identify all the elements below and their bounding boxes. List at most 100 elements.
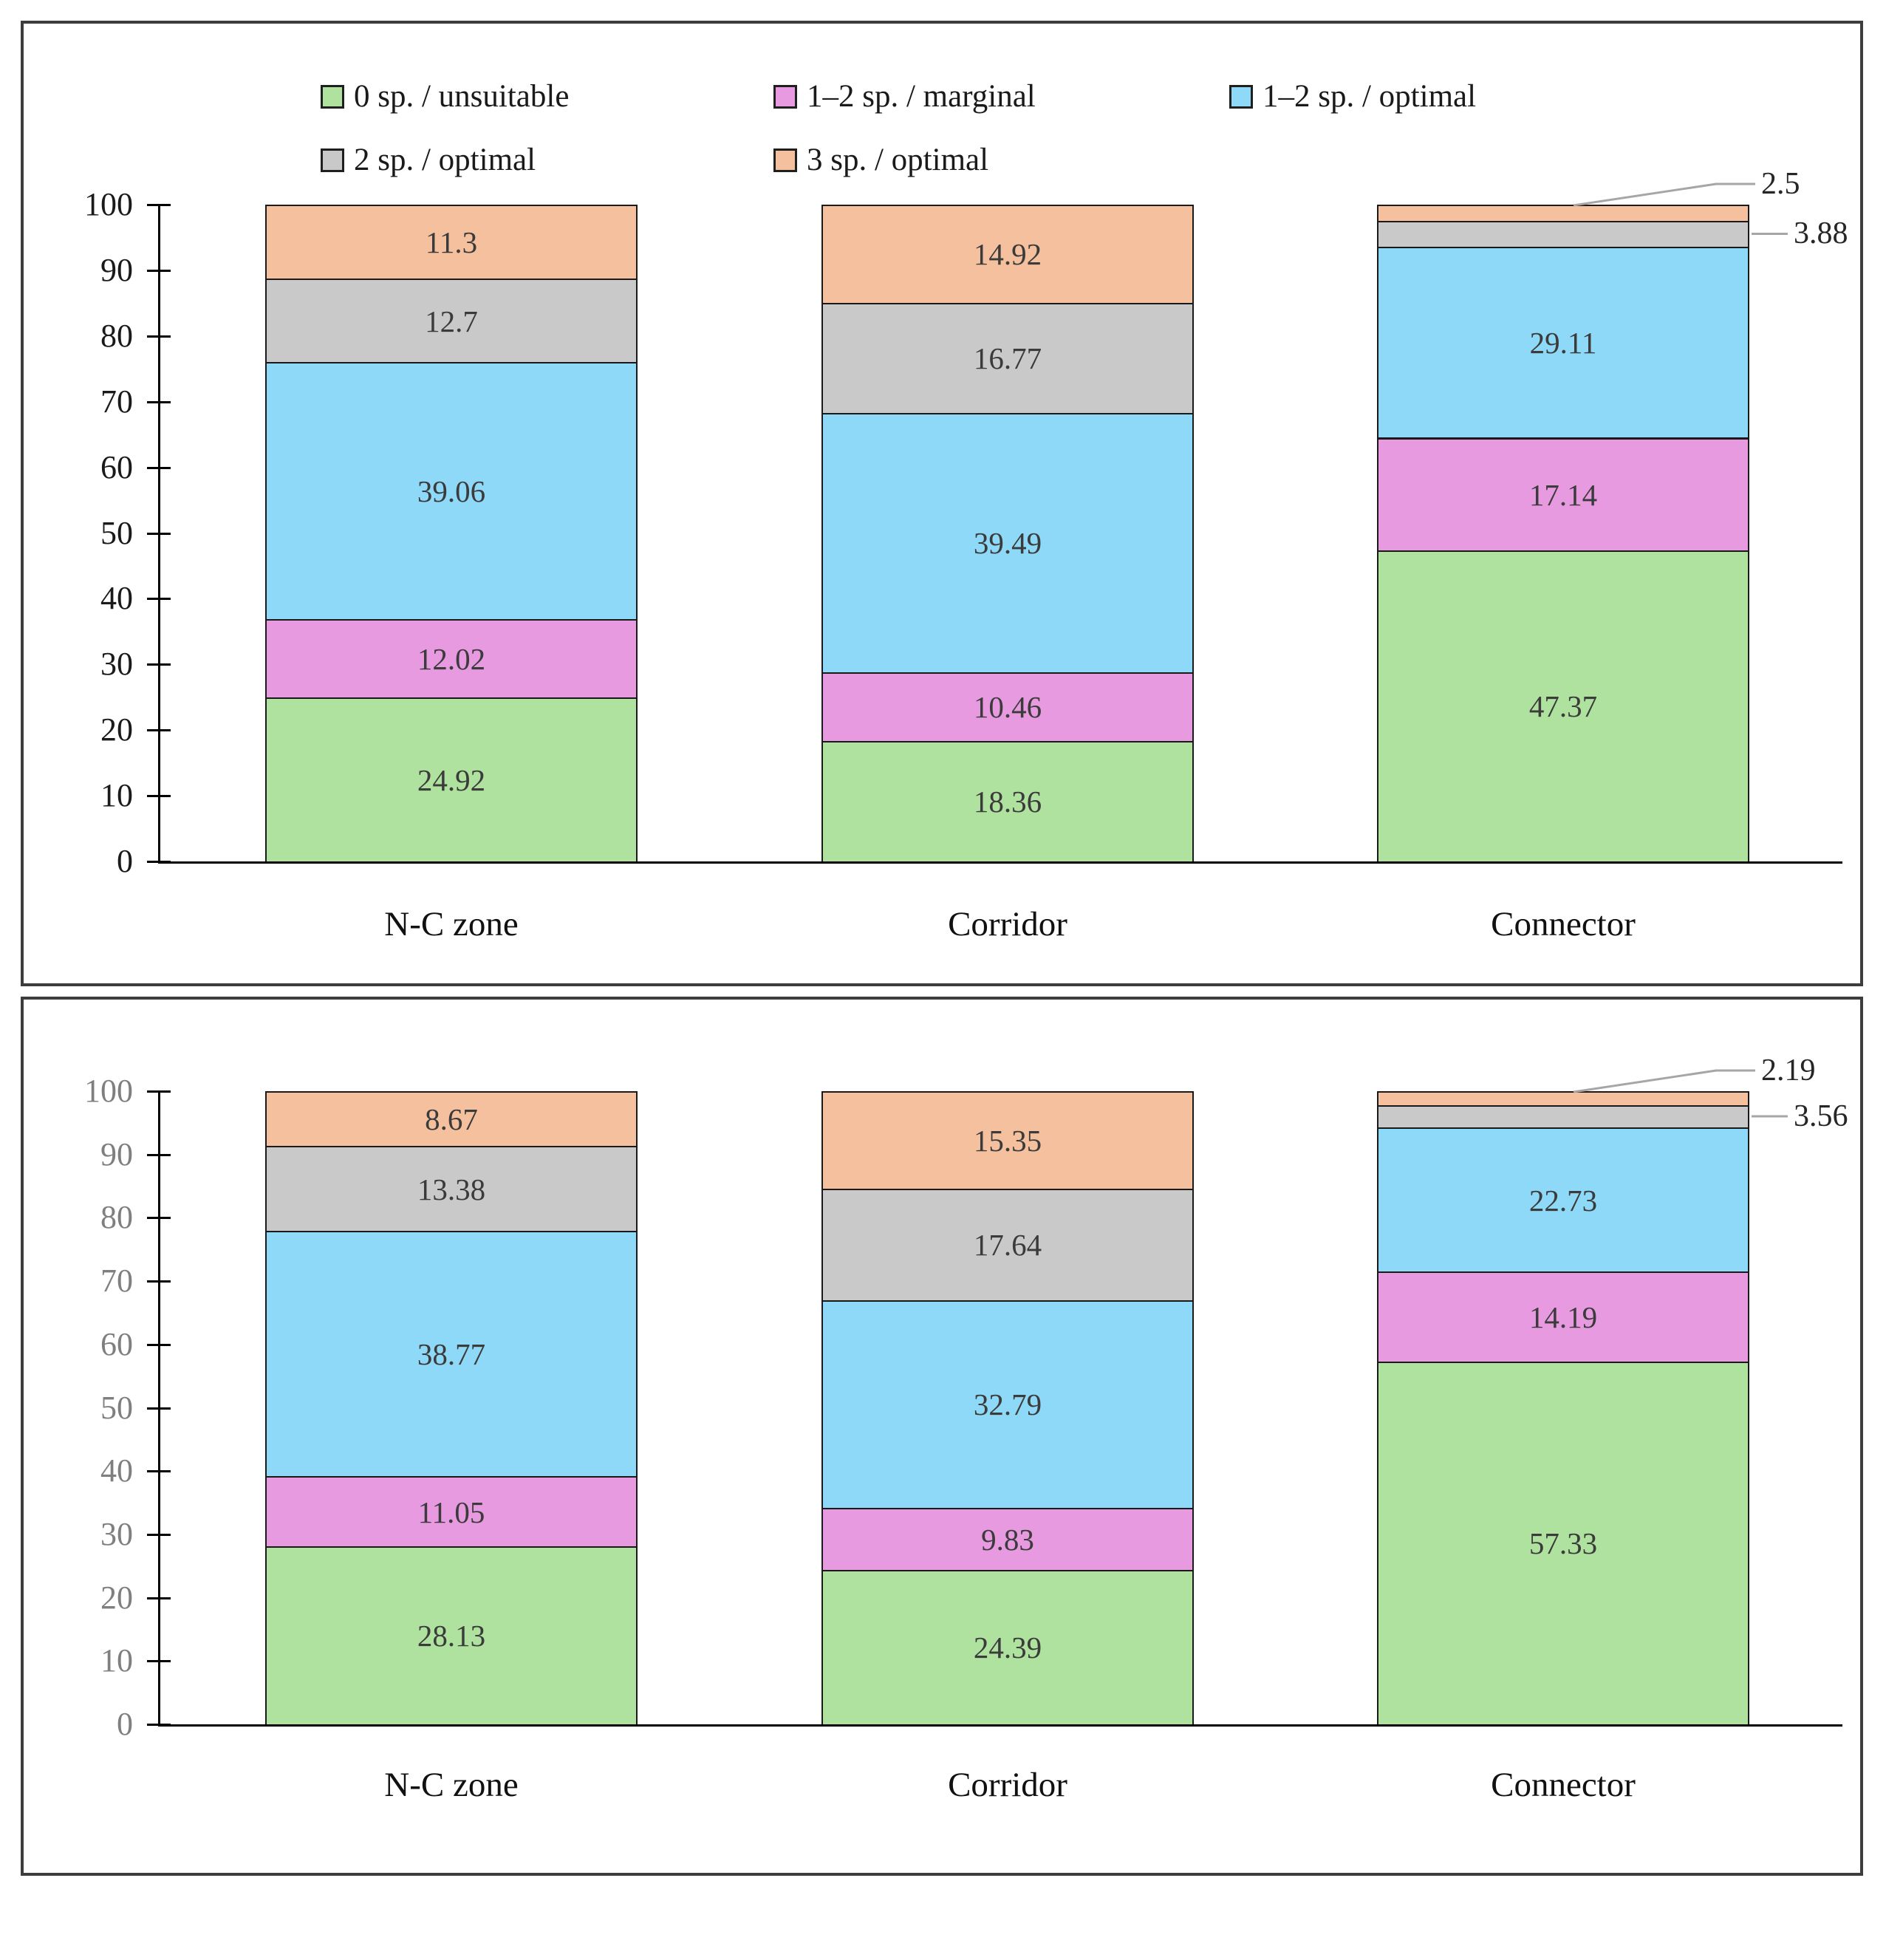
y-axis-tick-label: 30 [100, 1515, 133, 1552]
legend-swatch-marginal [773, 84, 797, 109]
bar-segment: 32.79 [821, 1300, 1194, 1509]
bar-segment: 15.35 [821, 1091, 1194, 1190]
bar-segment [1377, 221, 1749, 248]
y-axis-tick [147, 204, 171, 206]
y-axis-tick [147, 729, 171, 732]
y-axis-tick [147, 269, 171, 272]
category-label: Connector [1491, 905, 1636, 943]
bar-segment: 29.11 [1377, 246, 1749, 440]
y-axis-tick-label: 100 [84, 1073, 133, 1109]
callout-value-label: 2.19 [1761, 1054, 1816, 1087]
x-axis [159, 1724, 1842, 1727]
callout-value-label: 2.5 [1761, 167, 1800, 201]
segment-value-label: 16.77 [973, 341, 1042, 376]
legend-swatch-optimal3 [773, 148, 797, 172]
y-axis-tick-label: 90 [100, 1136, 133, 1172]
y-axis-tick [147, 1470, 171, 1473]
bar-segment [1377, 1091, 1749, 1107]
segment-value-label: 22.73 [1528, 1183, 1598, 1218]
segment-value-label: 39.06 [417, 474, 486, 508]
bar-segment: 47.37 [1377, 550, 1749, 863]
bar-segment: 11.3 [265, 205, 638, 281]
segment-value-label: 18.36 [973, 785, 1042, 819]
bar-segment: 14.19 [1377, 1271, 1749, 1363]
segment-value-label: 15.35 [973, 1123, 1042, 1158]
y-axis-tick [147, 1660, 171, 1663]
segment-value-label: 24.92 [417, 763, 486, 798]
y-axis-tick [147, 1280, 171, 1283]
bar-segment: 12.02 [265, 618, 638, 700]
bar-segment: 9.83 [821, 1507, 1194, 1571]
bar-segment: 17.14 [1377, 437, 1749, 552]
y-axis-tick [147, 1217, 171, 1220]
y-axis-tick-label: 40 [100, 580, 133, 617]
y-axis-tick-label: 90 [100, 251, 133, 288]
bar-segment: 8.67 [265, 1091, 638, 1148]
legend-swatch-optimal12 [1229, 84, 1253, 109]
bar-segment: 14.92 [821, 205, 1194, 304]
category-label: N-C zone [384, 905, 519, 943]
legend-label: 1–2 sp. / optimal [1263, 79, 1477, 114]
y-axis-tick-label: 60 [100, 1325, 133, 1362]
segment-value-label: 13.38 [417, 1172, 486, 1206]
legend-label: 1–2 sp. / marginal [807, 79, 1036, 114]
legend-item: 3 sp. / optimal [773, 142, 988, 178]
y-axis-tick-label: 20 [100, 1579, 133, 1616]
y-axis-tick [147, 795, 171, 798]
segment-value-label: 47.37 [1528, 689, 1598, 724]
y-axis-tick [147, 663, 171, 666]
category-label: Corridor [948, 905, 1067, 943]
bar-segment: 28.13 [265, 1546, 638, 1726]
y-axis-tick [147, 1407, 171, 1410]
segment-value-label: 17.14 [1528, 477, 1598, 512]
category-label: N-C zone [384, 1766, 519, 1804]
category-label: Corridor [948, 1766, 1067, 1804]
segment-value-label: 11.3 [425, 225, 478, 260]
bar-segment: 38.77 [265, 1230, 638, 1478]
leader-line [1573, 1069, 1755, 1093]
legend-item: 0 sp. / unsuitable [321, 78, 569, 115]
bar-segment: 13.38 [265, 1146, 638, 1232]
bar-segment: 57.33 [1377, 1361, 1749, 1726]
callout-value-label: 3.56 [1794, 1099, 1848, 1134]
legend-swatch-optimal2 [321, 148, 344, 172]
chart-panel-bottom: 0 10 20 30 40 50 60 70 80 90 100 28.13 11.05 38.77 13.… [21, 997, 1863, 1876]
y-axis-tick-label: 20 [100, 711, 133, 748]
segment-value-label: 57.33 [1528, 1526, 1598, 1561]
bar-segment: 10.46 [821, 672, 1194, 742]
segment-value-label: 29.11 [1529, 326, 1597, 361]
bar-segment: 39.06 [265, 362, 638, 621]
bar-segment: 17.64 [821, 1188, 1194, 1302]
y-axis-tick [147, 1597, 171, 1599]
segment-value-label: 39.49 [973, 526, 1042, 561]
legend-item: 2 sp. / optimal [321, 142, 536, 178]
y-axis-tick [147, 1090, 171, 1093]
segment-value-label: 8.67 [425, 1102, 478, 1137]
y-axis-tick-label: 60 [100, 448, 133, 485]
y-axis-tick-label: 80 [100, 317, 133, 354]
segment-value-label: 10.46 [973, 690, 1042, 725]
y-axis-tick-label: 50 [100, 514, 133, 551]
y-axis-tick [147, 598, 171, 601]
y-axis-tick-label: 0 [117, 843, 133, 879]
bar-segment: 12.7 [265, 279, 638, 364]
bar-segment [1377, 205, 1749, 223]
bar-segment: 11.05 [265, 1476, 638, 1548]
bar-segment: 24.92 [265, 697, 638, 863]
segment-value-label: 38.77 [417, 1337, 486, 1372]
legend-label: 0 sp. / unsuitable [354, 79, 570, 114]
segment-value-label: 14.19 [1528, 1300, 1598, 1334]
segment-value-label: 11.05 [417, 1495, 485, 1529]
chart-panel-top: 0 sp. / unsuitable 1–2 sp. / marginal 1–2 … [21, 21, 1863, 986]
y-axis-tick-label: 50 [100, 1389, 133, 1426]
legend-item: 1–2 sp. / marginal [773, 78, 1036, 115]
legend-label: 3 sp. / optimal [807, 143, 989, 177]
legend-label: 2 sp. / optimal [354, 143, 536, 177]
segment-value-label: 32.79 [973, 1387, 1042, 1422]
y-axis-tick [147, 335, 171, 338]
y-axis-tick [147, 1153, 171, 1156]
segment-value-label: 12.02 [417, 642, 486, 677]
segment-value-label: 12.7 [425, 304, 478, 338]
y-axis-tick [147, 466, 171, 469]
legend-swatch-unsuitable [321, 84, 344, 109]
